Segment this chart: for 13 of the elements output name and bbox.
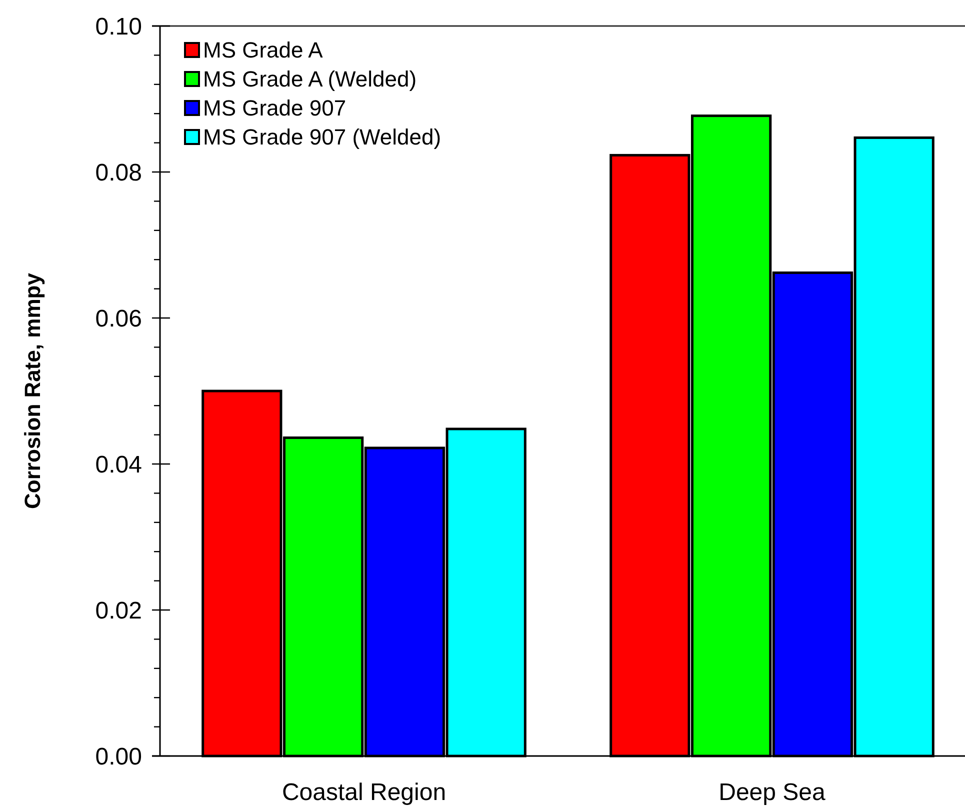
legend-label: MS Grade A [203, 38, 324, 63]
y-axis-title: Corrosion Rate, mmpy [20, 272, 45, 509]
legend-label: MS Grade A (Welded) [203, 66, 417, 92]
legend-label: MS Grade 907 [203, 96, 346, 121]
y-tick-label: 0.06 [95, 305, 142, 332]
y-tick-label: 0.04 [95, 451, 142, 478]
legend-label: MS Grade 907 (Welded) [203, 124, 442, 150]
y-tick-label: 0.10 [95, 13, 142, 40]
text: 0.00 [95, 743, 142, 770]
y-tick-label: 0.08 [95, 159, 142, 186]
x-tick-label: Deep Sea [718, 779, 826, 806]
x-tick-label: Coastal Region [282, 779, 446, 806]
y-tick-label: 0.02 [95, 597, 142, 624]
